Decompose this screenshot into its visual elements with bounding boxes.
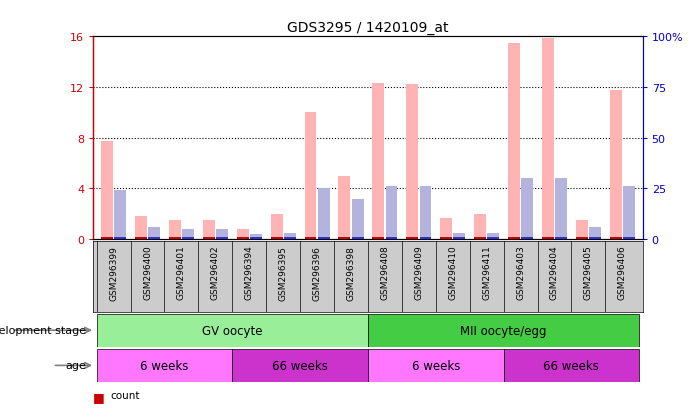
Bar — [453, 237, 465, 240]
Bar — [182, 230, 194, 240]
Bar — [609, 237, 622, 240]
Bar — [216, 237, 228, 240]
Bar — [339, 176, 350, 240]
Bar — [440, 237, 452, 240]
Bar — [555, 179, 567, 240]
Bar — [97, 314, 368, 347]
Bar — [339, 237, 350, 240]
Bar — [576, 237, 587, 240]
Bar — [406, 85, 418, 240]
Bar — [135, 237, 147, 240]
Bar — [169, 221, 181, 240]
Bar — [474, 214, 486, 240]
Text: 6 weeks: 6 weeks — [412, 359, 460, 372]
Text: GSM296395: GSM296395 — [278, 245, 287, 300]
Bar — [216, 230, 228, 240]
Text: ■: ■ — [93, 390, 105, 403]
Text: development stage: development stage — [0, 325, 86, 335]
Bar — [623, 187, 635, 240]
Bar — [609, 90, 622, 240]
Text: age: age — [66, 361, 86, 370]
Bar — [368, 314, 639, 347]
Text: GSM296400: GSM296400 — [143, 245, 152, 300]
Text: GSM296409: GSM296409 — [415, 245, 424, 300]
Bar — [250, 237, 262, 240]
Text: GV oocyte: GV oocyte — [202, 324, 263, 337]
Bar — [182, 237, 194, 240]
Bar — [453, 233, 465, 240]
Bar — [284, 233, 296, 240]
Bar — [521, 237, 533, 240]
Bar — [318, 189, 330, 240]
Bar — [203, 221, 215, 240]
Bar — [508, 237, 520, 240]
Bar — [101, 142, 113, 240]
Bar — [352, 237, 363, 240]
Bar — [508, 43, 520, 240]
Text: GSM296394: GSM296394 — [245, 245, 254, 300]
Bar — [114, 191, 126, 240]
Text: GSM296398: GSM296398 — [346, 245, 355, 300]
Text: GSM296406: GSM296406 — [618, 245, 627, 300]
Text: GSM296401: GSM296401 — [177, 245, 186, 300]
Title: GDS3295 / 1420109_at: GDS3295 / 1420109_at — [287, 21, 448, 35]
Bar — [589, 237, 601, 240]
Bar — [372, 237, 384, 240]
Bar — [386, 237, 397, 240]
Bar — [419, 187, 431, 240]
Bar — [97, 349, 232, 382]
Bar — [406, 237, 418, 240]
Text: 66 weeks: 66 weeks — [272, 359, 328, 372]
Bar — [368, 349, 504, 382]
Bar — [352, 199, 363, 240]
Bar — [521, 179, 533, 240]
Text: GSM296408: GSM296408 — [381, 245, 390, 300]
Text: GSM296396: GSM296396 — [312, 245, 321, 300]
Bar — [114, 237, 126, 240]
Bar — [135, 217, 147, 240]
Text: GSM296410: GSM296410 — [448, 245, 457, 300]
Bar — [542, 38, 553, 240]
Text: 66 weeks: 66 weeks — [544, 359, 599, 372]
Bar — [237, 230, 249, 240]
Text: GSM296405: GSM296405 — [584, 245, 593, 300]
Bar — [440, 218, 452, 240]
Bar — [623, 237, 635, 240]
Text: count: count — [111, 390, 140, 400]
Bar — [232, 349, 368, 382]
Text: GSM296411: GSM296411 — [482, 245, 491, 300]
Bar — [169, 237, 181, 240]
Bar — [318, 237, 330, 240]
Bar — [148, 228, 160, 240]
Bar — [419, 237, 431, 240]
Bar — [589, 228, 601, 240]
Text: 6 weeks: 6 weeks — [140, 359, 189, 372]
Bar — [271, 214, 283, 240]
Bar — [284, 237, 296, 240]
Bar — [203, 237, 215, 240]
Text: MII oocyte/egg: MII oocyte/egg — [460, 324, 547, 337]
Bar — [305, 237, 316, 240]
Bar — [250, 235, 262, 240]
Bar — [372, 84, 384, 240]
Bar — [101, 237, 113, 240]
Bar — [305, 113, 316, 240]
Bar — [487, 233, 499, 240]
Bar — [386, 187, 397, 240]
Text: GSM296403: GSM296403 — [516, 245, 525, 300]
Bar — [237, 237, 249, 240]
Text: GSM296404: GSM296404 — [550, 245, 559, 299]
Bar — [271, 237, 283, 240]
Text: GSM296402: GSM296402 — [211, 245, 220, 299]
Text: GSM296399: GSM296399 — [109, 245, 118, 300]
Bar — [474, 237, 486, 240]
Bar — [148, 237, 160, 240]
Bar — [576, 221, 587, 240]
Bar — [487, 237, 499, 240]
Bar — [555, 237, 567, 240]
Bar — [504, 349, 639, 382]
Bar — [542, 237, 553, 240]
